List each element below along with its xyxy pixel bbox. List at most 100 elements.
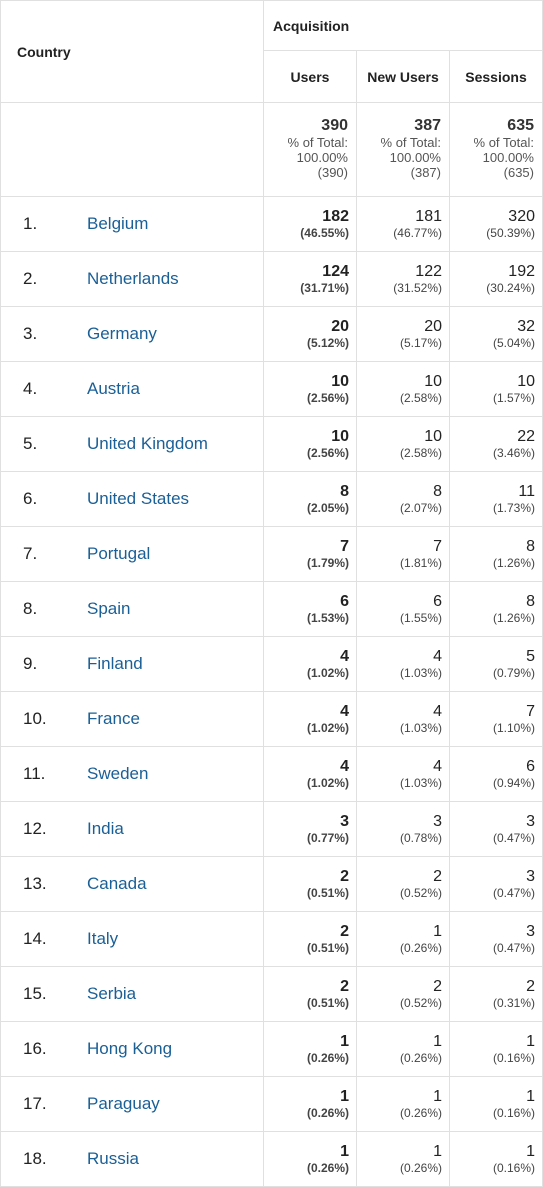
- total-users-cell: 390 % of Total: 100.00% (390): [263, 102, 357, 197]
- users-percent: (2.56%): [306, 390, 349, 405]
- country-cell: 4. Austria: [0, 361, 264, 417]
- table-row: 4. Austria 10 (2.56%) 10 (2.58%) 10 (1.57%): [0, 361, 543, 417]
- users-cell: 10 (2.56%): [263, 416, 357, 472]
- country-link[interactable]: Finland: [87, 654, 143, 673]
- users-value: 182: [322, 207, 349, 225]
- country-cell: 6. United States: [0, 471, 264, 527]
- new-users-column-header[interactable]: New Users: [356, 50, 450, 103]
- country-link[interactable]: United States: [87, 489, 190, 508]
- table-row: 17. Paraguay 1 (0.26%) 1 (0.26%) 1 (0.16%): [0, 1076, 543, 1132]
- country-link[interactable]: India: [87, 819, 124, 838]
- new-users-value: 1: [433, 1087, 442, 1105]
- country-cell: 10. France: [0, 691, 264, 747]
- sessions-cell: 5 (0.79%): [449, 636, 543, 692]
- country-cell: 11. Sweden: [0, 746, 264, 802]
- users-column-header[interactable]: Users: [263, 50, 357, 103]
- country-link[interactable]: Portugal: [87, 544, 151, 563]
- new-users-percent: (2.58%): [399, 390, 442, 405]
- sessions-cell: 3 (0.47%): [449, 911, 543, 967]
- users-percent: (2.05%): [306, 500, 349, 515]
- table-row: 2. Netherlands 124 (31.71%) 122 (31.52%) 192 (3…: [0, 251, 543, 307]
- users-value: 124: [322, 262, 349, 280]
- new-users-value: 2: [433, 867, 442, 885]
- row-index: 3.: [23, 324, 38, 343]
- country-link[interactable]: France: [87, 709, 140, 728]
- new-users-value: 1: [433, 922, 442, 940]
- sessions-value: 192: [508, 262, 535, 280]
- country-link[interactable]: Netherlands: [87, 269, 179, 288]
- sessions-percent: (50.39%): [486, 225, 535, 240]
- users-percent: (0.51%): [306, 995, 349, 1010]
- table-row: 8. Spain 6 (1.53%) 6 (1.55%) 8 (1.26%): [0, 581, 543, 637]
- users-value: 20: [331, 317, 349, 335]
- acquisition-group-label: Acquisition: [273, 17, 350, 34]
- table-row: 11. Sweden 4 (1.02%) 4 (1.03%) 6 (0.94%): [0, 746, 543, 802]
- users-percent: (0.26%): [306, 1160, 349, 1175]
- row-index: 14.: [23, 929, 47, 948]
- new-users-percent: (1.55%): [399, 610, 442, 625]
- country-link[interactable]: Italy: [87, 929, 119, 948]
- sessions-cell: 2 (0.31%): [449, 966, 543, 1022]
- new-users-value: 2: [433, 977, 442, 995]
- country-link[interactable]: Serbia: [87, 984, 137, 1003]
- sessions-cell: 320 (50.39%): [449, 196, 543, 252]
- users-percent: (1.02%): [306, 665, 349, 680]
- country-link[interactable]: Hong Kong: [87, 1039, 173, 1058]
- total-new-users-value: 387: [414, 117, 441, 134]
- table-row: 9. Finland 4 (1.02%) 4 (1.03%) 5 (0.79%): [0, 636, 543, 692]
- country-link[interactable]: Belgium: [87, 214, 149, 233]
- sessions-cell: 1 (0.16%): [449, 1021, 543, 1077]
- new-users-value: 7: [433, 537, 442, 555]
- sessions-percent: (0.47%): [492, 885, 535, 900]
- sessions-cell: 7 (1.10%): [449, 691, 543, 747]
- row-index: 6.: [23, 489, 38, 508]
- country-cell: 18. Russia: [0, 1131, 264, 1187]
- new-users-percent: (1.81%): [399, 555, 442, 570]
- country-link[interactable]: United Kingdom: [87, 434, 208, 453]
- country-link[interactable]: Austria: [87, 379, 140, 398]
- new-users-cell: 3 (0.78%): [356, 801, 450, 857]
- new-users-cell: 2 (0.52%): [356, 966, 450, 1022]
- sessions-value: 2: [526, 977, 535, 995]
- sessions-cell: 192 (30.24%): [449, 251, 543, 307]
- sessions-cell: 22 (3.46%): [449, 416, 543, 472]
- country-cell: 2. Netherlands: [0, 251, 264, 307]
- new-users-cell: 122 (31.52%): [356, 251, 450, 307]
- sessions-percent: (5.04%): [492, 335, 535, 350]
- country-column-header[interactable]: Country: [0, 0, 264, 103]
- new-users-cell: 7 (1.81%): [356, 526, 450, 582]
- users-cell: 20 (5.12%): [263, 306, 357, 362]
- sessions-cell: 8 (1.26%): [449, 581, 543, 637]
- row-index: 10.: [23, 709, 47, 728]
- sessions-cell: 10 (1.57%): [449, 361, 543, 417]
- row-index: 13.: [23, 874, 47, 893]
- new-users-percent: (0.26%): [399, 1105, 442, 1120]
- sessions-value: 3: [526, 922, 535, 940]
- users-cell: 4 (1.02%): [263, 691, 357, 747]
- new-users-value: 1: [433, 1032, 442, 1050]
- users-value: 3: [340, 812, 349, 830]
- sessions-value: 1: [526, 1087, 535, 1105]
- users-cell: 2 (0.51%): [263, 911, 357, 967]
- table-row: 12. India 3 (0.77%) 3 (0.78%) 3 (0.47%): [0, 801, 543, 857]
- country-cell: 14. Italy: [0, 911, 264, 967]
- country-link[interactable]: Germany: [87, 324, 157, 343]
- sessions-value: 22: [517, 427, 535, 445]
- users-percent: (1.02%): [306, 775, 349, 790]
- sessions-cell: 8 (1.26%): [449, 526, 543, 582]
- sessions-column-header[interactable]: Sessions: [449, 50, 543, 103]
- country-link[interactable]: Russia: [87, 1149, 139, 1168]
- country-link[interactable]: Paraguay: [87, 1094, 160, 1113]
- users-percent: (0.26%): [306, 1105, 349, 1120]
- users-value: 8: [340, 482, 349, 500]
- total-sessions-count: (635): [503, 165, 534, 180]
- country-link[interactable]: Spain: [87, 599, 131, 618]
- row-index: 12.: [23, 819, 47, 838]
- sessions-percent: (0.94%): [492, 775, 535, 790]
- country-link[interactable]: Canada: [87, 874, 147, 893]
- country-link[interactable]: Sweden: [87, 764, 149, 783]
- table-row: 3. Germany 20 (5.12%) 20 (5.17%) 32 (5.04%): [0, 306, 543, 362]
- row-index: 8.: [23, 599, 38, 618]
- users-percent: (0.51%): [306, 940, 349, 955]
- row-index: 7.: [23, 544, 38, 563]
